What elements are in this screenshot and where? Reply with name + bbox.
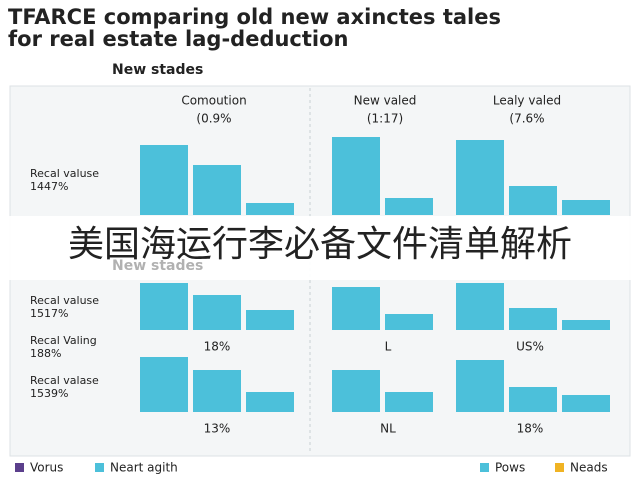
row-label: Recal valase [30,374,99,387]
bar [456,140,504,215]
bar [385,198,433,215]
cell-label: NL [380,422,396,436]
bar [140,283,188,330]
column-header: Comoution [181,94,246,108]
bar [456,360,504,412]
bar [385,314,433,330]
legend-label: Neads [570,461,608,475]
cell-label: 18% [204,340,231,354]
ghost-subtitle: New stades [112,258,203,274]
chart-title: TFARCE comparing old new axinctes tales [8,5,501,29]
column-header: Lealy valed [493,94,561,108]
banner-background [0,216,640,280]
bar [385,392,433,412]
bar [140,357,188,412]
column-note: (7.6% [509,112,544,126]
chart-title-line: for real estate lag-deduction [8,27,349,51]
legend-label: Neart agith [110,461,178,475]
row-label: Recal valuse [30,167,99,180]
subtitle: New stades [112,62,203,78]
cell-label: 13% [204,422,231,436]
bar [332,370,380,412]
banner-text: 美国海运行李必备文件清单解析 [68,224,572,265]
bar [246,310,294,330]
bar [562,320,610,330]
bar [246,203,294,215]
row-value-label: 1517% [30,307,68,320]
bar [193,295,241,330]
cell-label: L [385,340,392,354]
bar [140,145,188,215]
bar [246,392,294,412]
row-value-label: 1447% [30,180,68,193]
column-header: New valed [354,94,417,108]
bar [456,283,504,330]
bar [509,186,557,215]
row-label: Recal Valing [30,334,97,347]
cell-label: US% [516,340,544,354]
legend-swatch [555,463,564,472]
cell-label: 18% [517,422,544,436]
bar [193,165,241,215]
bar [509,387,557,412]
bar [332,137,380,215]
legend-label: Pows [495,461,525,475]
bar [332,287,380,330]
legend-swatch [480,463,489,472]
legend-swatch [95,463,104,472]
legend-swatch [15,463,24,472]
bar [509,308,557,330]
column-note: (0.9% [196,112,231,126]
bar [193,370,241,412]
column-note: (1:17) [367,112,403,126]
row-value-label: 188% [30,347,61,360]
bar [562,200,610,215]
row-label: Recal valuse [30,294,99,307]
bar [562,395,610,412]
legend-label: Vorus [30,461,63,475]
row-value-label: 1539% [30,387,68,400]
